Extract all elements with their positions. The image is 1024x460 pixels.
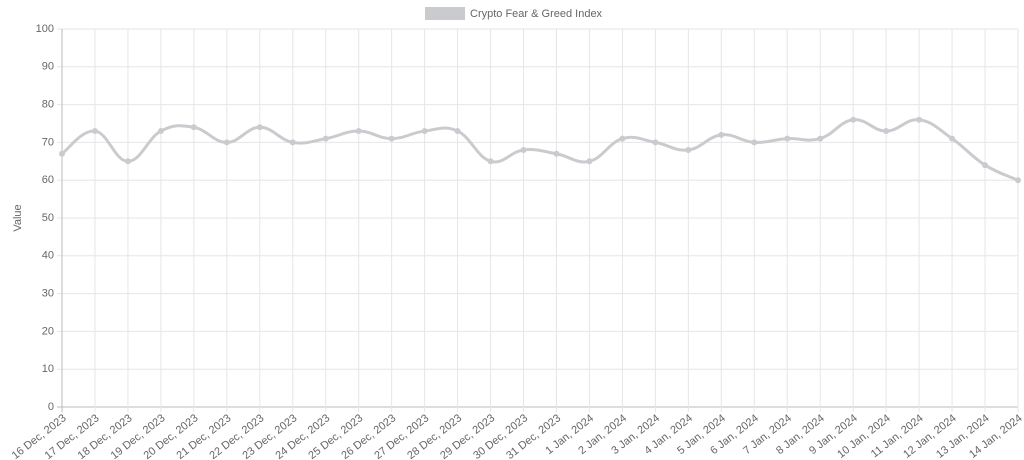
y-tick-label: 100	[36, 23, 54, 35]
y-tick-label: 20	[42, 325, 54, 337]
point	[652, 139, 659, 146]
point	[520, 146, 527, 153]
point	[487, 158, 494, 165]
point	[916, 116, 923, 123]
point	[355, 128, 362, 135]
point	[586, 158, 593, 165]
legend-label: Crypto Fear & Greed Index	[470, 8, 603, 20]
y-tick-label: 80	[42, 99, 54, 111]
point	[982, 162, 989, 169]
point	[949, 135, 956, 142]
y-tick-label: 30	[42, 288, 54, 300]
point	[1015, 177, 1021, 184]
point	[850, 116, 857, 123]
point	[322, 135, 329, 142]
y-tick-label: 90	[42, 61, 54, 73]
point	[553, 150, 560, 157]
point	[157, 128, 164, 135]
point	[289, 139, 296, 146]
point	[454, 128, 461, 135]
point	[59, 150, 65, 157]
point	[91, 128, 98, 135]
point	[883, 128, 890, 135]
y-tick-label: 50	[42, 212, 54, 224]
point	[685, 146, 692, 153]
point	[124, 158, 131, 165]
point	[190, 124, 197, 131]
y-tick-label: 0	[48, 401, 54, 413]
point	[223, 139, 230, 146]
point	[784, 135, 791, 142]
point	[718, 131, 725, 138]
point	[751, 139, 758, 146]
legend-swatch	[425, 7, 465, 20]
y-tick-label: 10	[42, 363, 54, 375]
y-tick-label: 70	[42, 136, 54, 148]
point	[619, 135, 626, 142]
point	[256, 124, 263, 131]
point	[421, 128, 428, 135]
line	[61, 118, 1019, 182]
y-tick-label: 60	[42, 174, 54, 186]
point	[388, 135, 395, 142]
y-tick-label: 40	[42, 250, 54, 262]
point	[817, 135, 824, 142]
y-axis-label: Value	[12, 204, 24, 231]
